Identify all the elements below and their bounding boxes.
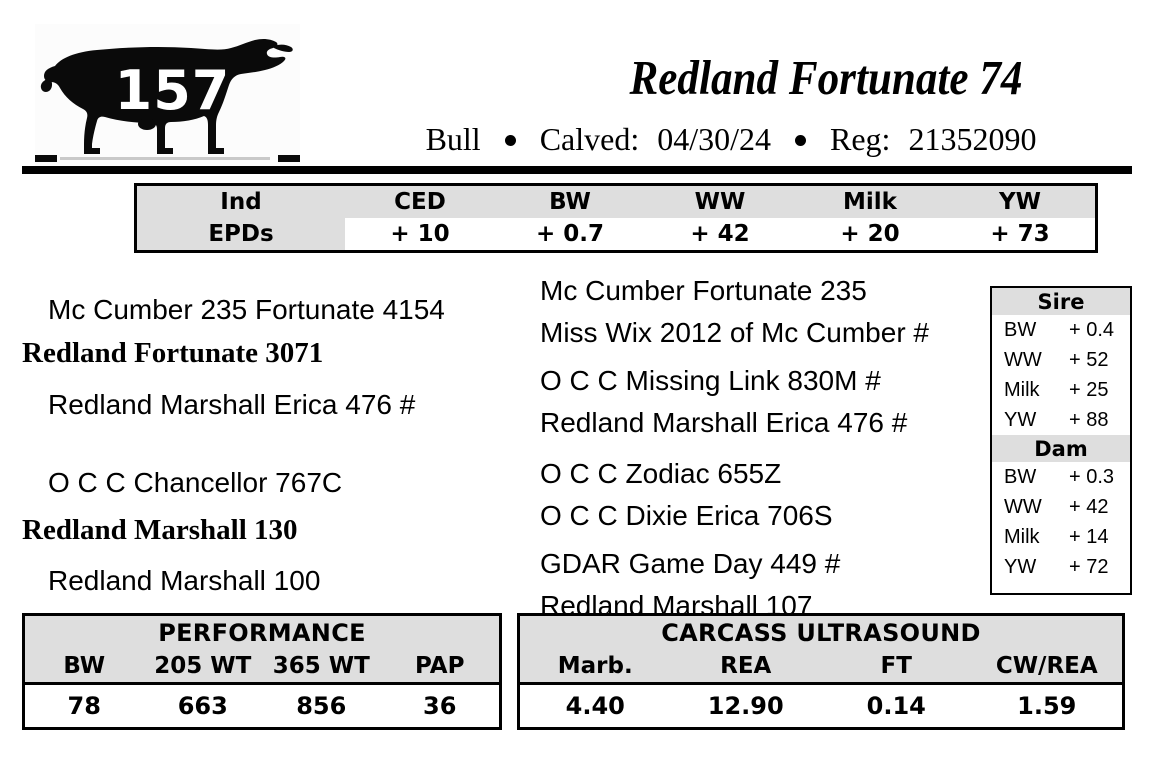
sire-milk-label: Milk bbox=[992, 375, 1061, 405]
performance-col-365wt: 365 WT bbox=[262, 650, 381, 684]
sire-bw-value: + 0.4 bbox=[1061, 315, 1130, 345]
dam-header-row: Dam bbox=[992, 435, 1130, 462]
pedigree-dam: Redland Marshall 130 bbox=[22, 514, 298, 546]
performance-title-row: PERFORMANCE bbox=[25, 616, 499, 650]
registration-number: 21352090 bbox=[908, 121, 1037, 157]
performance-col-205wt: 205 WT bbox=[143, 650, 262, 684]
performance-header-row: BW 205 WT 365 WT PAP bbox=[25, 650, 499, 684]
bull-photo: 157 bbox=[35, 24, 300, 168]
carcass-col-marb: Marb. bbox=[520, 650, 671, 684]
pedigree-left-1: Mc Cumber 235 Fortunate 4154 bbox=[48, 294, 445, 325]
epd-col-yw: YW bbox=[945, 186, 1095, 218]
carcass-values-row: 4.40 12.90 0.14 1.59 bbox=[520, 682, 1122, 727]
sire-yw-value: + 88 bbox=[1061, 405, 1130, 435]
pedigree-right-5: O C C Zodiac 655Z bbox=[540, 458, 782, 489]
dam-epd-row: YW + 72 bbox=[992, 552, 1130, 582]
registration-label: Reg: bbox=[830, 121, 891, 157]
sire-epd-row: Milk + 25 bbox=[992, 375, 1130, 405]
sire-epd-row: YW + 88 bbox=[992, 405, 1130, 435]
bullet-separator-icon bbox=[795, 134, 806, 146]
sire-header-row: Sire bbox=[992, 288, 1130, 315]
dam-bw-label: BW bbox=[992, 462, 1061, 492]
carcass-value-cwrea: 1.59 bbox=[971, 682, 1122, 727]
pedigree-right-2: Miss Wix 2012 of Mc Cumber # bbox=[540, 317, 929, 348]
pedigree-chart: Mc Cumber 235 Fortunate 4154 Redland For… bbox=[0, 268, 980, 621]
epd-value-yw: + 73 bbox=[945, 218, 1095, 250]
sire-ww-label: WW bbox=[992, 345, 1061, 375]
epd-value-milk: + 20 bbox=[795, 218, 945, 250]
pedigree-right-1: Mc Cumber Fortunate 235 bbox=[540, 275, 867, 306]
bull-silhouette-icon bbox=[35, 24, 300, 168]
pedigree-left-4: O C C Chancellor 767C bbox=[48, 467, 343, 498]
sire-epd-row: WW + 52 bbox=[992, 345, 1130, 375]
dam-epd-row: Milk + 14 bbox=[992, 522, 1130, 552]
epd-row-label: EPDs bbox=[137, 218, 345, 250]
pedigree-left-3: Redland Marshall Erica 476 # bbox=[48, 389, 416, 420]
pedigree-right-3: O C C Missing Link 830M # bbox=[540, 365, 881, 396]
animal-name-title: Redland Fortunate 74 bbox=[629, 50, 1023, 105]
carcass-value-rea: 12.90 bbox=[670, 682, 821, 727]
carcass-col-rea: REA bbox=[670, 650, 821, 684]
dam-milk-value: + 14 bbox=[1061, 522, 1130, 552]
dam-epd-row: WW + 42 bbox=[992, 492, 1130, 522]
calved-date: 04/30/24 bbox=[657, 121, 771, 157]
epd-value-ced: + 10 bbox=[345, 218, 495, 250]
carcass-value-ft: 0.14 bbox=[821, 682, 972, 727]
carcass-col-ft: FT bbox=[821, 650, 972, 684]
epd-table: Ind CED BW WW Milk YW EPDs + 10 + 0.7 + … bbox=[134, 183, 1098, 253]
carcass-title-row: CARCASS ULTRASOUND bbox=[520, 616, 1122, 650]
performance-title: PERFORMANCE bbox=[25, 616, 499, 650]
sire-epd-row: BW + 0.4 bbox=[992, 315, 1130, 345]
header-divider-rule bbox=[22, 166, 1132, 174]
sire-milk-value: + 25 bbox=[1061, 375, 1130, 405]
performance-value-205wt: 663 bbox=[143, 682, 262, 727]
performance-values-row: 78 663 856 36 bbox=[25, 682, 499, 727]
dam-milk-label: Milk bbox=[992, 522, 1061, 552]
epd-value-bw: + 0.7 bbox=[495, 218, 645, 250]
dam-title: Dam bbox=[992, 435, 1130, 462]
epd-col-milk: Milk bbox=[795, 186, 945, 218]
epd-values-row: EPDs + 10 + 0.7 + 42 + 20 + 73 bbox=[137, 218, 1095, 250]
pedigree-right-7: GDAR Game Day 449 # bbox=[540, 548, 841, 579]
bullet-separator-icon bbox=[504, 134, 516, 146]
carcass-header-row: Marb. REA FT CW/REA bbox=[520, 650, 1122, 684]
dam-epd-row: BW + 0.3 bbox=[992, 462, 1130, 492]
performance-value-pap: 36 bbox=[380, 682, 499, 727]
carcass-ultrasound-table: CARCASS ULTRASOUND Marb. REA FT CW/REA 4… bbox=[517, 613, 1125, 730]
performance-value-bw: 78 bbox=[25, 682, 144, 727]
carcass-col-cwrea: CW/REA bbox=[971, 650, 1122, 684]
epd-value-ww: + 42 bbox=[645, 218, 795, 250]
performance-value-365wt: 856 bbox=[262, 682, 381, 727]
dam-yw-label: YW bbox=[992, 552, 1061, 582]
epd-col-ww: WW bbox=[645, 186, 795, 218]
dam-ww-value: + 42 bbox=[1061, 492, 1130, 522]
pedigree-right-6: O C C Dixie Erica 706S bbox=[540, 500, 833, 531]
animal-sex: Bull bbox=[425, 121, 481, 157]
carcass-value-marb: 4.40 bbox=[520, 682, 671, 727]
sire-yw-label: YW bbox=[992, 405, 1061, 435]
parent-epd-box: Sire BW + 0.4 WW + 52 Milk + 25 YW + 88 … bbox=[990, 286, 1132, 595]
performance-table: PERFORMANCE BW 205 WT 365 WT PAP 78 663 … bbox=[22, 613, 502, 730]
pedigree-left-6: Redland Marshall 100 bbox=[48, 565, 321, 596]
pedigree-right-4: Redland Marshall Erica 476 # bbox=[540, 407, 908, 438]
dam-bw-value: + 0.3 bbox=[1061, 462, 1130, 492]
epd-col-bw: BW bbox=[495, 186, 645, 218]
epd-col-ind: Ind bbox=[137, 186, 345, 218]
sire-bw-label: BW bbox=[992, 315, 1061, 345]
performance-col-bw: BW bbox=[25, 650, 144, 684]
epd-header-row: Ind CED BW WW Milk YW bbox=[137, 186, 1095, 218]
epd-col-ced: CED bbox=[345, 186, 495, 218]
dam-yw-value: + 72 bbox=[1061, 552, 1130, 582]
pedigree-sire: Redland Fortunate 3071 bbox=[22, 337, 324, 369]
carcass-title: CARCASS ULTRASOUND bbox=[520, 616, 1122, 650]
sire-ww-value: + 52 bbox=[1061, 345, 1130, 375]
animal-subtitle: Bull Calved: 04/30/24 Reg: 21352090 bbox=[330, 120, 1132, 158]
dam-ww-label: WW bbox=[992, 492, 1061, 522]
performance-col-pap: PAP bbox=[380, 650, 499, 684]
sire-title: Sire bbox=[992, 288, 1130, 315]
calved-label: Calved: bbox=[539, 121, 640, 157]
